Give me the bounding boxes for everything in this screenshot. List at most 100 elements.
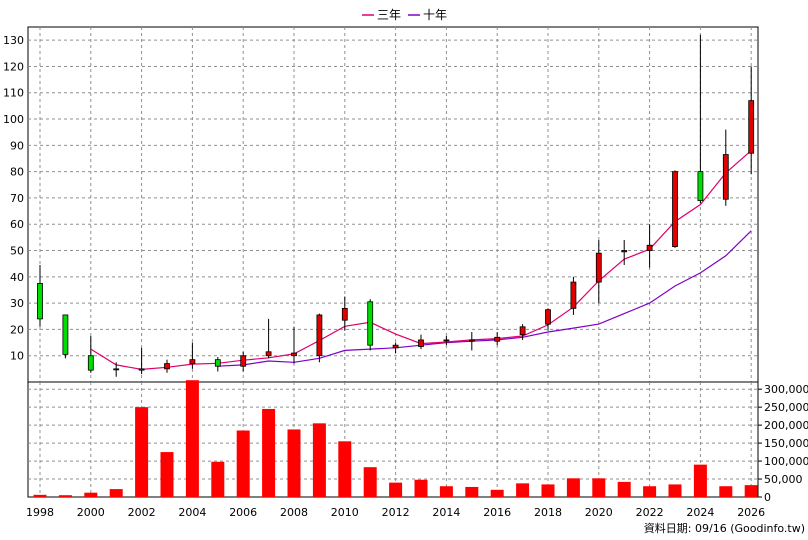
x-tick-label: 2008 xyxy=(280,506,308,519)
volume-bar xyxy=(160,452,174,497)
price-tick-label: 30 xyxy=(10,297,24,310)
volume-bar xyxy=(363,467,377,497)
candle-body xyxy=(468,339,475,342)
price-tick-label: 100 xyxy=(3,113,24,126)
price-tick-label: 110 xyxy=(3,87,24,100)
volume-bar xyxy=(414,479,428,497)
volume-bar xyxy=(617,481,631,497)
price-tick-label: 90 xyxy=(10,139,24,152)
candle-body xyxy=(418,339,424,347)
volume-bar xyxy=(516,483,530,497)
volume-bar xyxy=(135,407,149,497)
candle-body xyxy=(392,344,399,349)
candle-body xyxy=(240,355,247,367)
price-tick-label: 20 xyxy=(10,323,24,336)
candle-body xyxy=(265,351,272,357)
volume-tick-label: 200,000 xyxy=(764,419,808,432)
price-plot-frame xyxy=(27,26,759,383)
candle-body xyxy=(62,314,69,355)
volume-tick-label: 0 xyxy=(764,491,771,504)
volume-bar xyxy=(262,408,276,497)
candle-body xyxy=(291,352,297,357)
candle-body xyxy=(545,309,551,325)
price-tick-label: 10 xyxy=(10,350,24,363)
volume-tick-label: 150,000 xyxy=(764,437,808,450)
volume-bar xyxy=(109,489,123,497)
candle-body xyxy=(570,281,577,309)
volume-bar xyxy=(566,478,580,497)
x-tick-label: 2018 xyxy=(534,506,562,519)
x-tick-label: 2012 xyxy=(382,506,410,519)
volume-bar xyxy=(236,430,250,497)
price-panel: 10 20 30 40 50 60 70 80 90 100 110 120 130 xyxy=(3,26,759,383)
volume-bar xyxy=(744,485,758,497)
volume-bar xyxy=(592,478,606,497)
candle-body xyxy=(87,355,94,371)
volume-tick-label: 250,000 xyxy=(764,401,808,414)
x-tick-label: 2024 xyxy=(686,506,714,519)
price-tick-label: 60 xyxy=(10,218,24,231)
volume-bar xyxy=(185,380,199,497)
volume-bar xyxy=(312,423,326,497)
x-axis: 1998 2000 2002 2004 2006 2008 2010 2012 2014 2016… xyxy=(26,506,765,519)
x-tick-label: 2020 xyxy=(585,506,613,519)
volume-panel: 0 50,000 100,000 150,000 200,000 250,000 300,0… xyxy=(27,380,808,504)
volume-bar xyxy=(33,494,47,497)
x-tick-label: 2004 xyxy=(178,506,206,519)
candle-body xyxy=(672,171,678,247)
x-tick-label: 2002 xyxy=(128,506,156,519)
candle-body xyxy=(341,307,348,321)
candle-body xyxy=(722,154,729,200)
candle-body xyxy=(519,326,526,336)
price-tick-label: 80 xyxy=(10,166,24,179)
candle-body xyxy=(367,301,374,346)
volume-bar xyxy=(643,486,657,497)
source-note: 資料日期: 09/16 (Goodinfo.tw) xyxy=(644,521,805,535)
candle-body xyxy=(214,359,221,367)
candle-body xyxy=(443,339,450,342)
candle-body xyxy=(316,314,323,357)
volume-bar xyxy=(541,484,555,497)
volume-bar xyxy=(338,441,352,497)
volume-tick-label: 50,000 xyxy=(764,473,803,486)
volume-bar xyxy=(58,495,72,497)
volume-bar xyxy=(668,484,682,497)
x-tick-label: 2022 xyxy=(636,506,664,519)
price-tick-label: 120 xyxy=(3,60,24,73)
volume-bar xyxy=(719,486,733,497)
volume-bar xyxy=(389,482,403,497)
candle-body xyxy=(164,363,170,370)
price-tick-label: 130 xyxy=(3,34,24,47)
x-tick-label: 2006 xyxy=(229,506,257,519)
volume-bar xyxy=(693,464,707,497)
volume-bar xyxy=(287,429,301,497)
volume-bar xyxy=(490,489,504,497)
x-tick-label: 2014 xyxy=(432,506,460,519)
x-tick-label: 2016 xyxy=(483,506,511,519)
candle-body xyxy=(113,368,120,371)
candle-body xyxy=(748,100,755,154)
price-tick-label: 40 xyxy=(10,271,24,284)
x-tick-label: 2010 xyxy=(331,506,359,519)
candle-body xyxy=(37,282,43,320)
x-tick-label: 2026 xyxy=(737,506,765,519)
candle-body xyxy=(595,252,602,283)
candle-body xyxy=(189,359,196,364)
candle-body xyxy=(621,250,628,253)
ma10-line xyxy=(217,230,752,367)
volume-bar xyxy=(465,486,479,497)
volume-tick-label: 100,000 xyxy=(764,455,808,468)
volume-bar xyxy=(439,486,453,497)
price-tick-label: 70 xyxy=(10,192,24,205)
volume-tick-label: 300,000 xyxy=(764,383,808,396)
x-tick-label: 1998 xyxy=(26,506,54,519)
candle-body xyxy=(646,244,653,251)
candle-body xyxy=(494,336,501,342)
legend: 三年 十年 xyxy=(362,8,447,22)
legend-label-ma3: 三年 xyxy=(377,8,401,22)
candle-body xyxy=(697,171,704,201)
candle-body xyxy=(138,368,145,371)
volume-bar xyxy=(84,492,98,497)
price-tick-label: 50 xyxy=(10,245,24,258)
